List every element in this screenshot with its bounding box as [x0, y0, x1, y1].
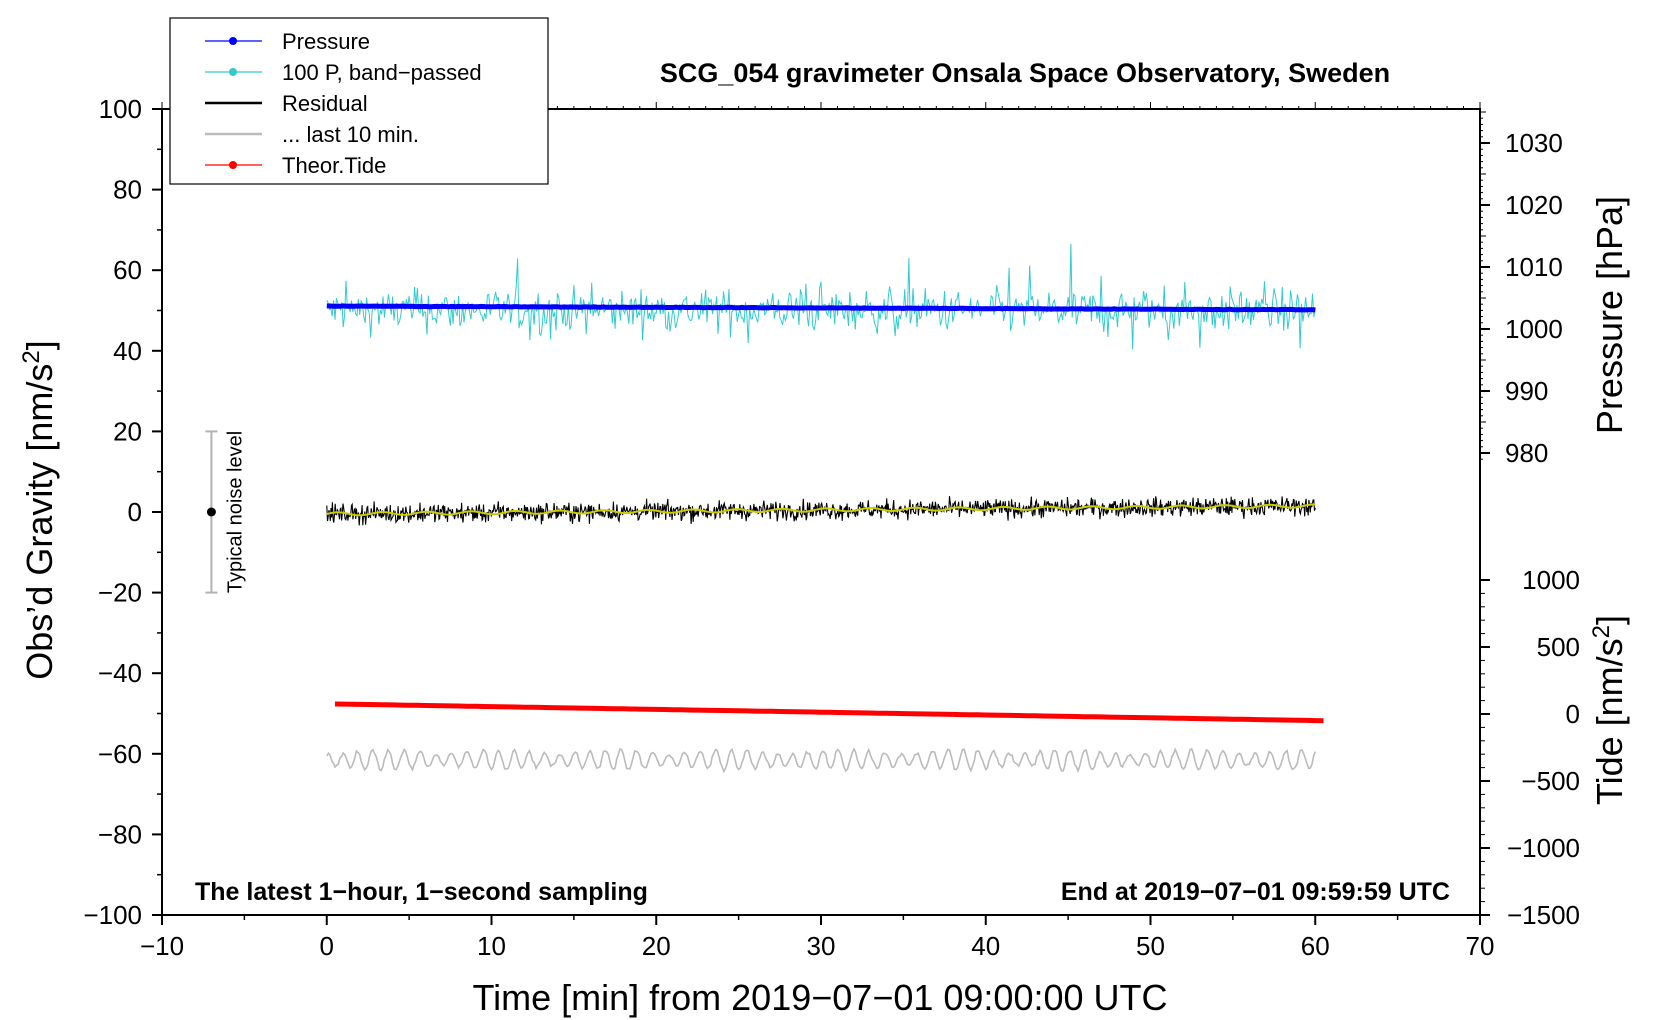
y-tick-label: −40	[98, 658, 142, 688]
tide-tick-label: −1500	[1507, 900, 1580, 930]
y-axis-left-ticks: 100 80 60 40 20 0 −20 −40 −60 −80 −100	[83, 94, 162, 930]
y-tick-label: −80	[98, 819, 142, 849]
x-tick-label: 0	[320, 931, 334, 961]
pressure-tick-label: 980	[1505, 438, 1548, 468]
annotation-left: The latest 1−hour, 1−second sampling	[195, 878, 648, 906]
noise-label: Typical noise level	[224, 431, 246, 593]
y-tick-label: 20	[113, 416, 142, 446]
y-tick-label: −20	[98, 578, 142, 608]
tide-tick-label: 500	[1537, 632, 1580, 662]
y-axis-left-label: Obs’d Gravity [nm/s2]	[18, 340, 61, 679]
x-tick-label: 40	[971, 931, 1000, 961]
chart-title: SCG_054 gravimeter Onsala Space Observat…	[660, 58, 1390, 88]
series-last10-line	[326, 747, 1317, 774]
legend-label: Pressure	[282, 29, 370, 54]
y-tick-label: 80	[113, 175, 142, 205]
y-tick-label: 40	[113, 336, 142, 366]
tide-tick-label: −500	[1521, 766, 1580, 796]
x-tick-label: 20	[642, 931, 671, 961]
x-tick-label: 70	[1466, 931, 1495, 961]
annotation-right: End at 2019−07−01 09:59:59 UTC	[1061, 878, 1450, 906]
pressure-tick-label: 1000	[1505, 314, 1563, 344]
y-axis-pressure-ticks: 1030 1020 1010 1000 990 980	[1480, 111, 1563, 468]
legend-swatch-marker	[229, 161, 237, 169]
x-tick-label: 10	[477, 931, 506, 961]
x-tick-label: 50	[1136, 931, 1165, 961]
y-axis-tide-ticks: 1000 500 0 −500 −1000 −1500	[1480, 565, 1580, 930]
tide-tick-label: 1000	[1522, 565, 1580, 595]
y-tick-label: −60	[98, 739, 142, 769]
legend-swatch-marker	[229, 68, 237, 76]
series-residual-smoothed-line	[326, 503, 1316, 517]
x-axis-ticks: −10 0 10 20 30 40 50 60 70	[140, 915, 1495, 961]
x-tick-label: −10	[140, 931, 184, 961]
pressure-tick-label: 1010	[1505, 252, 1563, 282]
series-tide-line	[334, 701, 1324, 724]
legend: Pressure 100 P, band−passed Residual ... la…	[169, 17, 549, 185]
y-tick-label: 60	[113, 255, 142, 285]
legend-label: ... last 10 min.	[282, 122, 419, 147]
series-bandpassed-line	[326, 243, 1316, 350]
legend-swatch-marker	[229, 37, 237, 45]
y-axis-tide-label: Tide [nm/s2]	[1588, 615, 1631, 805]
pressure-tick-label: 990	[1505, 376, 1548, 406]
noise-indicator: Typical noise level	[205, 430, 246, 594]
x-tick-label: 60	[1301, 931, 1330, 961]
pressure-tick-label: 1030	[1505, 128, 1563, 158]
x-axis-label: Time [min] from 2019−07−01 09:00:00 UTC	[472, 977, 1167, 1018]
y-tick-label: 100	[99, 94, 142, 124]
y-axis-pressure-label: Pressure [hPa]	[1589, 196, 1630, 434]
y-tick-label: 0	[128, 497, 142, 527]
tide-tick-label: 0	[1566, 699, 1580, 729]
y-tick-label: −100	[83, 900, 142, 930]
noise-dot	[206, 507, 216, 517]
legend-label: 100 P, band−passed	[282, 60, 482, 85]
legend-label: Theor.Tide	[282, 153, 386, 178]
pressure-tick-label: 1020	[1505, 190, 1563, 220]
series-layer	[326, 243, 1324, 774]
legend-box	[169, 17, 549, 185]
series-pressure-line	[326, 303, 1316, 313]
x-tick-label: 30	[807, 931, 836, 961]
tide-tick-label: −1000	[1507, 833, 1580, 863]
legend-label: Residual	[282, 91, 368, 116]
